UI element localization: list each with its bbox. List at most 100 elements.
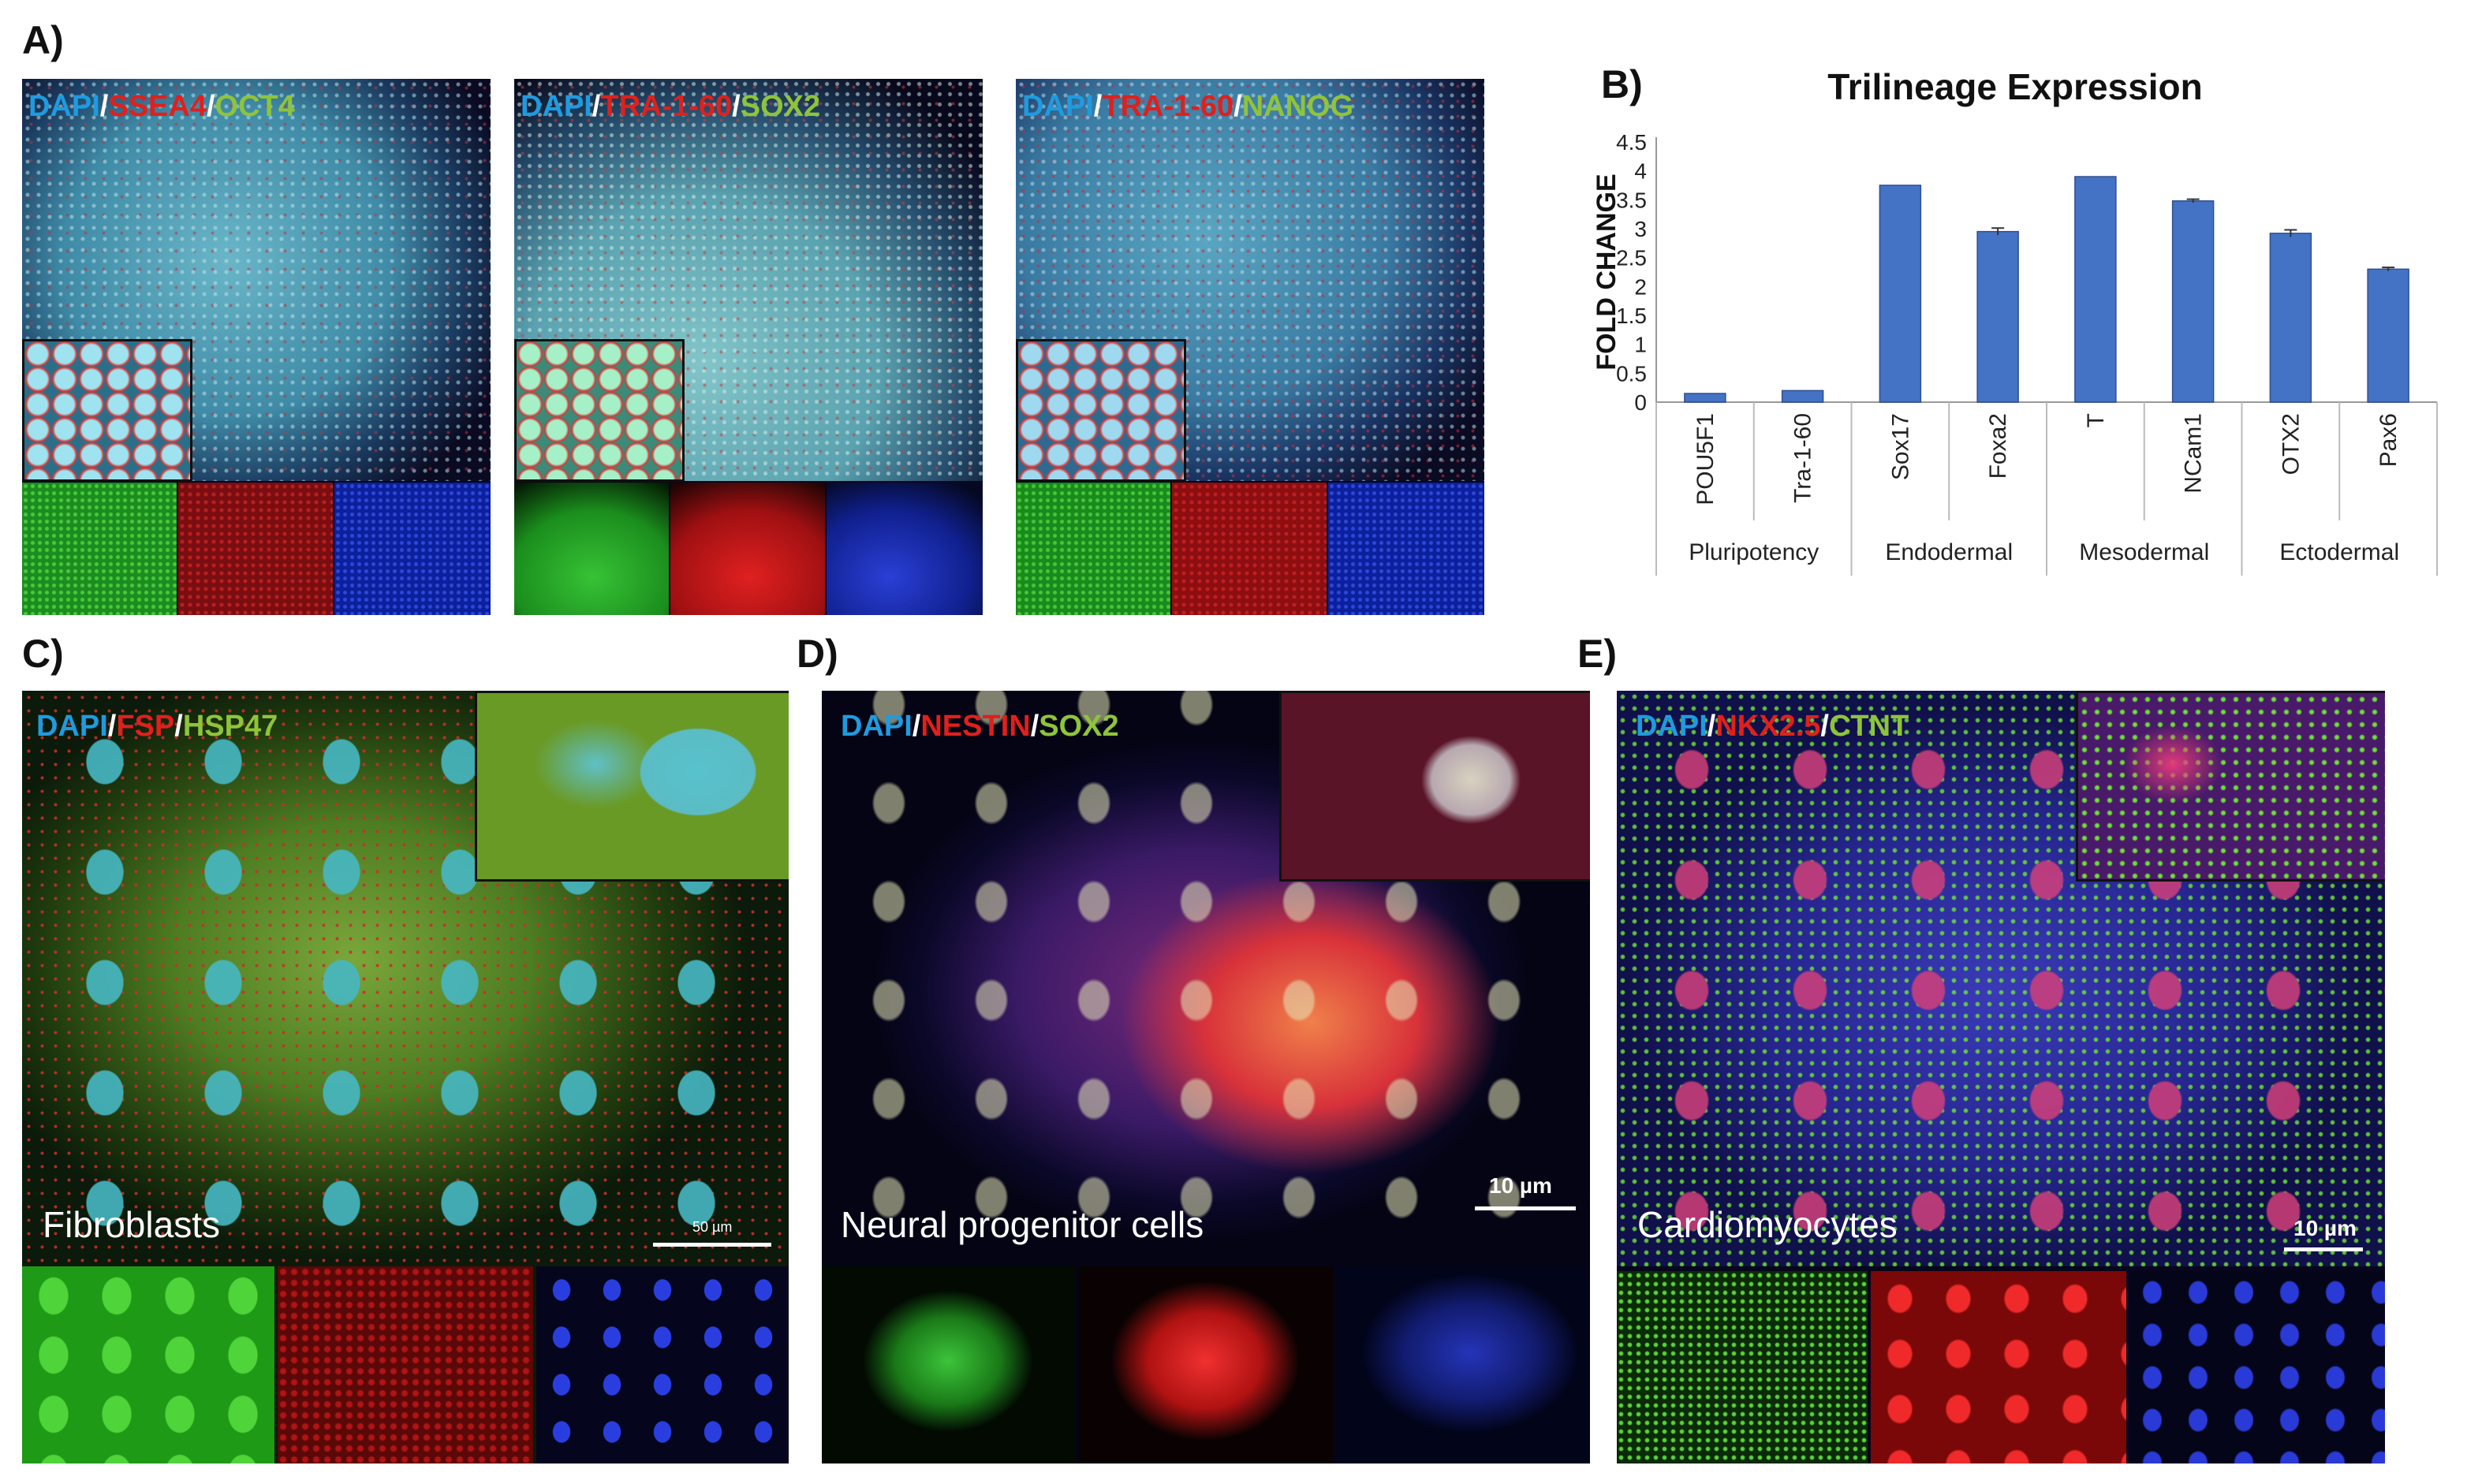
red-channel-strip xyxy=(178,483,333,615)
green-channel-strip xyxy=(22,483,177,615)
micrograph-a1: DAPI/SSEA4/OCT4 xyxy=(22,79,491,615)
blue-channel-strip xyxy=(1336,1266,1590,1463)
y-tick-label: 1 xyxy=(1634,333,1647,357)
scale-label: 10 µm xyxy=(1489,1173,1552,1198)
red-channel-strip xyxy=(670,483,825,615)
panel-label-c: C) xyxy=(22,632,64,676)
stain-separator: / xyxy=(912,710,921,743)
zoom-inset xyxy=(514,339,685,482)
scale-bar xyxy=(653,1243,771,1247)
stain-separator: / xyxy=(1707,710,1716,743)
panel-label-b: B) xyxy=(1601,62,1643,106)
x-category-label: Tra-1-60 xyxy=(1790,413,1816,503)
stain-label: DAPI/TRA-1-60/NANOG xyxy=(1022,90,1353,124)
bar xyxy=(1976,230,2019,403)
scale-bar xyxy=(2284,1247,2363,1251)
green-channel-strip xyxy=(1617,1271,1868,1463)
stain-label: DAPI/FSP/HSP47 xyxy=(36,710,278,744)
x-category-label: T xyxy=(2083,413,2109,427)
stain-label: DAPI/NESTIN/SOX2 xyxy=(841,710,1119,744)
y-tick-label: 3.5 xyxy=(1616,188,1647,212)
green-channel-strip xyxy=(1016,483,1170,615)
stain-marker: HSP47 xyxy=(182,710,278,743)
stain-marker: SSEA4 xyxy=(108,90,207,123)
bar xyxy=(2269,233,2312,403)
stain-separator: / xyxy=(592,90,601,123)
red-channel-strip xyxy=(1871,1271,2126,1463)
y-tick-label: 2.5 xyxy=(1616,246,1647,270)
x-group-label: Ectodermal xyxy=(2279,539,2399,565)
stain-marker: DAPI xyxy=(28,90,100,123)
x-category-label: Sox17 xyxy=(1887,413,1913,480)
scale-label: 10 µm xyxy=(2293,1216,2357,1240)
micrograph-a3: DAPI/TRA-1-60/NANOG xyxy=(1016,79,1484,615)
panel-label-d: D) xyxy=(797,632,838,676)
green-channel-strip xyxy=(22,1266,274,1463)
blue-channel-strip xyxy=(536,1266,789,1463)
blue-channel-strip xyxy=(334,483,491,615)
stain-marker: OCT4 xyxy=(215,90,295,123)
y-tick-label: 4.5 xyxy=(1616,130,1647,155)
zoom-inset xyxy=(2076,691,2385,882)
green-channel-strip xyxy=(822,1266,1076,1463)
stain-marker: DAPI xyxy=(1636,710,1707,743)
stain-separator: / xyxy=(1234,90,1242,123)
stain-separator: / xyxy=(1820,710,1829,743)
chart-title: Trilineage Expression xyxy=(1827,66,2203,107)
y-tick-label: 0.5 xyxy=(1616,361,1647,386)
green-channel-strip xyxy=(514,483,669,615)
y-tick-label: 3 xyxy=(1634,217,1647,241)
stain-marker: FSP xyxy=(116,710,175,743)
zoom-inset xyxy=(475,691,789,882)
stain-separator: / xyxy=(174,710,183,743)
stain-separator: / xyxy=(206,90,215,123)
x-group-label: Mesodermal xyxy=(2079,539,2209,565)
y-tick-label: 1.5 xyxy=(1616,304,1647,328)
stain-marker: DAPI xyxy=(841,710,913,743)
stain-marker: DAPI xyxy=(36,710,108,743)
cell-type-label: Cardiomyocytes xyxy=(1637,1204,1898,1245)
blue-channel-strip xyxy=(1328,483,1484,615)
red-channel-strip xyxy=(1172,483,1327,615)
stain-marker: NANOG xyxy=(1241,90,1354,123)
micrograph-d: Neural progenitor cells 10 µm DAPI/NESTI… xyxy=(822,691,1590,1463)
stain-label: DAPI/NKX2.5/CTNT xyxy=(1636,710,1909,744)
bar xyxy=(2171,200,2215,403)
micrograph-e: Cardiomyocytes 10 µm DAPI/NKX2.5/CTNT xyxy=(1617,691,2385,1463)
blue-channel-strip xyxy=(827,483,983,615)
stain-marker: TRA-1-60 xyxy=(600,90,733,123)
y-tick-label: 0 xyxy=(1634,390,1647,415)
scale-label: 50 µm xyxy=(692,1219,733,1235)
bar xyxy=(1781,390,1824,403)
x-group-label: Endodermal xyxy=(1885,539,2013,565)
panel-label-a: A) xyxy=(22,18,64,62)
cell-type-label: Neural progenitor cells xyxy=(841,1204,1204,1245)
stain-marker: DAPI xyxy=(521,90,592,123)
stain-marker: SOX2 xyxy=(740,90,821,123)
stain-marker: CTNT xyxy=(1828,710,1909,743)
x-category-label: POU5F1 xyxy=(1693,413,1719,505)
trilineage-chart: Trilineage Expression FOLD CHANGE 0 0.5 1 1.5… xyxy=(1592,66,2438,576)
x-group-label: Pluripotency xyxy=(1689,539,1819,565)
micrograph-c: Fibroblasts 50 µm DAPI/FSP/HSP47 xyxy=(22,691,789,1463)
blue-channel-strip xyxy=(2129,1271,2385,1463)
zoom-inset xyxy=(22,339,192,482)
bar xyxy=(2074,176,2117,403)
stain-label: DAPI/TRA-1-60/SOX2 xyxy=(521,90,820,124)
red-channel-strip xyxy=(1079,1266,1333,1463)
bar xyxy=(1879,185,1922,403)
micrograph-a2: DAPI/TRA-1-60/SOX2 xyxy=(514,79,983,615)
cell-type-label: Fibroblasts xyxy=(43,1204,220,1245)
x-category-label: Pax6 xyxy=(2376,413,2402,467)
stain-marker: NESTIN xyxy=(920,710,1031,743)
stain-marker: TRA-1-60 xyxy=(1102,90,1234,123)
zoom-inset xyxy=(1016,339,1186,482)
bar xyxy=(2367,268,2409,403)
stain-separator: / xyxy=(107,710,117,743)
stain-marker: SOX2 xyxy=(1039,710,1119,743)
stain-separator: / xyxy=(732,90,741,123)
stain-label: DAPI/SSEA4/OCT4 xyxy=(28,90,295,124)
stain-marker: DAPI xyxy=(1022,90,1094,123)
bar xyxy=(1684,393,1726,403)
panel-label-e: E) xyxy=(1577,632,1617,676)
